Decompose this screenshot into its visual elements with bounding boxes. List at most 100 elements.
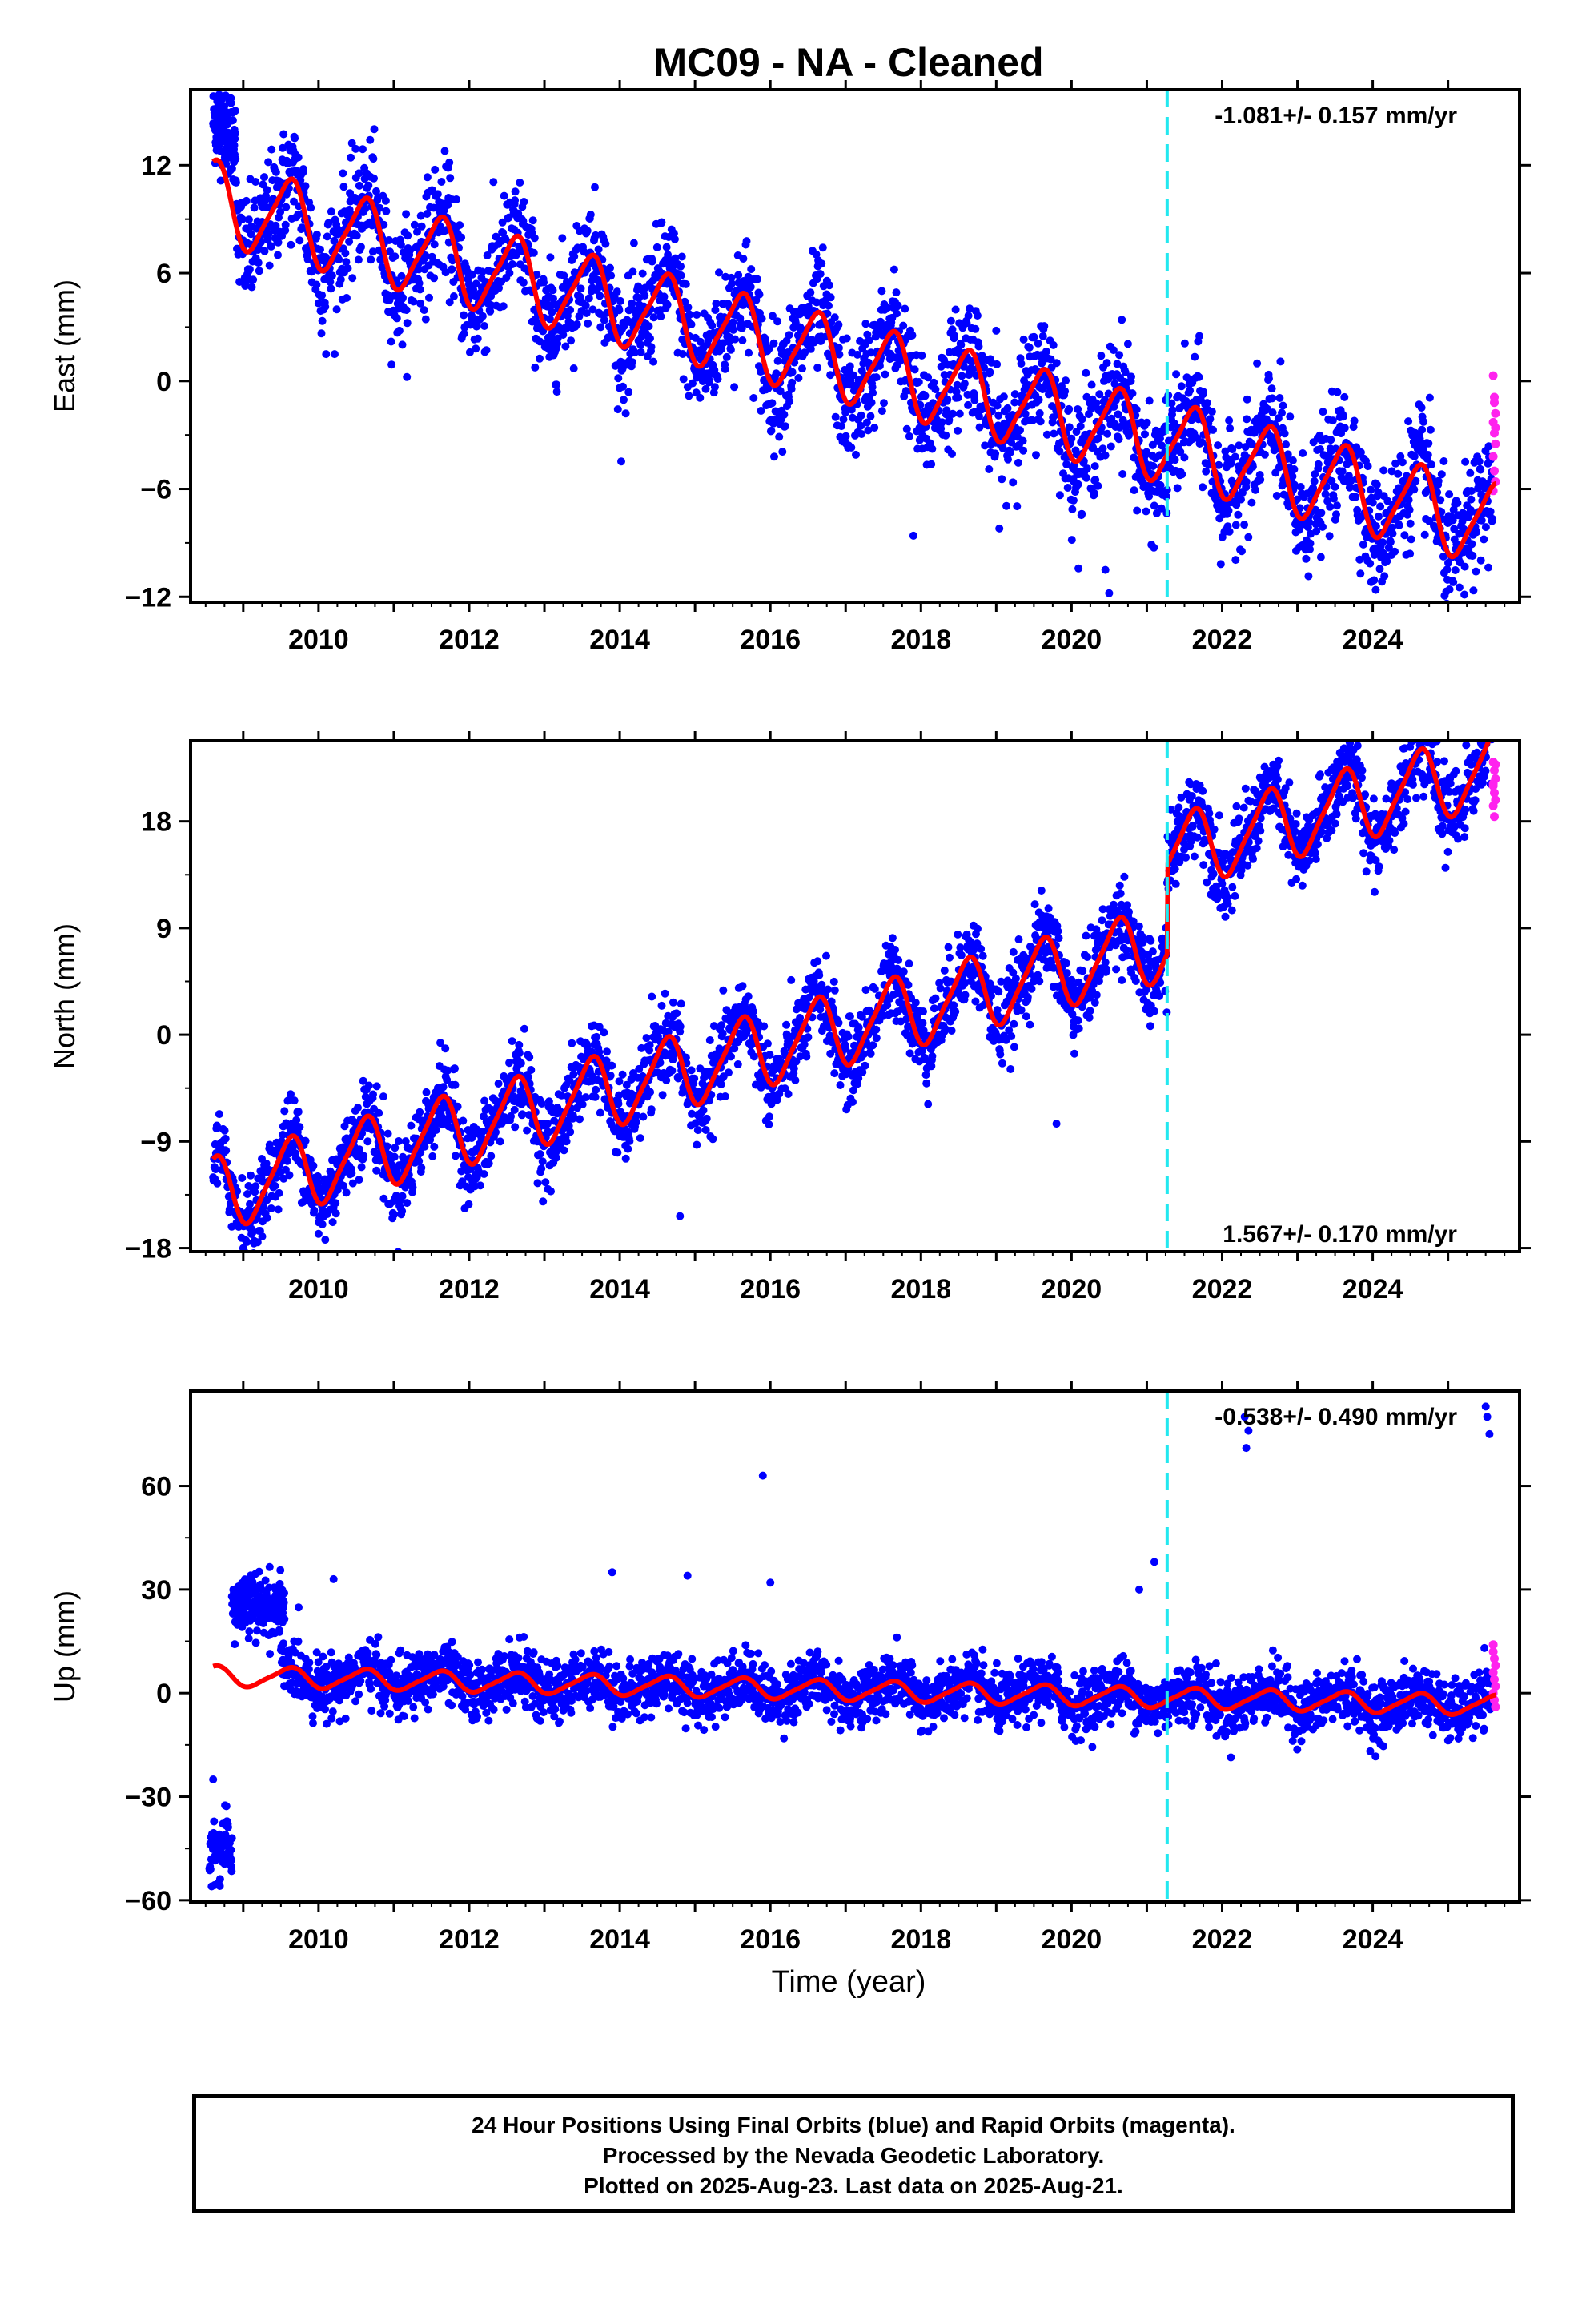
east-point bbox=[780, 410, 789, 419]
north-point bbox=[452, 1152, 460, 1160]
east-point bbox=[244, 215, 253, 224]
east-point bbox=[629, 239, 638, 247]
north-point bbox=[487, 1152, 496, 1160]
east-point bbox=[1443, 565, 1452, 574]
east-point bbox=[1172, 370, 1181, 379]
east-point bbox=[301, 182, 310, 191]
east-point bbox=[866, 412, 875, 420]
east-point bbox=[1247, 498, 1256, 507]
east-point bbox=[1340, 392, 1349, 401]
east-point bbox=[1371, 585, 1380, 594]
east-point bbox=[613, 405, 622, 414]
east-point bbox=[739, 255, 748, 263]
east-point bbox=[1177, 382, 1186, 391]
east-point bbox=[299, 165, 307, 174]
east-point bbox=[1178, 470, 1186, 479]
east-point bbox=[1356, 448, 1365, 456]
east-point bbox=[638, 269, 647, 278]
north-point bbox=[401, 1137, 410, 1146]
east-point bbox=[1243, 395, 1251, 404]
east-point bbox=[1017, 360, 1026, 368]
north-point bbox=[702, 1114, 711, 1123]
east-point bbox=[1367, 485, 1375, 494]
east-point bbox=[354, 255, 363, 264]
east-point bbox=[1312, 527, 1321, 536]
east-point bbox=[1128, 389, 1137, 398]
east-point bbox=[849, 371, 857, 380]
east-point bbox=[852, 450, 860, 459]
east-point bbox=[826, 371, 835, 380]
east-point bbox=[480, 322, 488, 330]
east-point bbox=[1156, 434, 1164, 443]
east-point bbox=[247, 230, 255, 239]
east-point bbox=[1439, 457, 1448, 465]
east-point bbox=[409, 297, 418, 306]
north-point bbox=[279, 1131, 287, 1139]
east-point bbox=[1030, 332, 1038, 341]
east-point bbox=[445, 158, 454, 167]
north-point bbox=[379, 1194, 388, 1203]
east-point bbox=[366, 135, 375, 144]
east-point bbox=[663, 300, 672, 309]
north-point bbox=[407, 1121, 416, 1130]
east-point bbox=[1282, 440, 1291, 448]
east-point bbox=[372, 187, 380, 195]
east-point bbox=[1013, 502, 1022, 511]
east-point bbox=[1472, 528, 1481, 537]
east-point bbox=[342, 258, 351, 267]
east-point bbox=[1214, 441, 1223, 450]
east-point bbox=[1333, 501, 1341, 510]
north-point bbox=[613, 1148, 622, 1157]
east-point bbox=[1186, 386, 1195, 395]
east-point bbox=[880, 399, 888, 408]
east-point bbox=[1082, 464, 1091, 473]
north-point bbox=[699, 1106, 708, 1115]
east-point bbox=[1016, 426, 1024, 435]
east-point bbox=[685, 310, 694, 319]
east-point bbox=[787, 384, 796, 393]
east-point bbox=[1062, 376, 1070, 385]
north-point bbox=[608, 1061, 616, 1070]
east-point bbox=[946, 316, 955, 325]
east-point bbox=[1279, 401, 1287, 410]
north-point bbox=[364, 1081, 373, 1090]
east-point bbox=[1206, 415, 1215, 424]
east-point bbox=[813, 364, 822, 372]
east-point bbox=[263, 186, 271, 195]
east-point bbox=[1329, 494, 1338, 503]
east-point bbox=[966, 304, 974, 313]
east-point bbox=[375, 203, 384, 212]
east-point bbox=[1468, 551, 1477, 560]
east-point bbox=[985, 465, 994, 473]
north-point bbox=[544, 1128, 552, 1136]
east-point bbox=[1078, 415, 1086, 424]
east-point bbox=[343, 294, 351, 302]
east-point bbox=[1333, 388, 1342, 396]
north-point bbox=[283, 1156, 291, 1165]
east-point bbox=[1014, 458, 1022, 467]
north-point bbox=[213, 1179, 222, 1188]
north-point bbox=[673, 1009, 681, 1018]
east-point bbox=[893, 301, 902, 310]
east-point bbox=[530, 234, 539, 243]
east-point bbox=[993, 401, 1002, 410]
east-point bbox=[937, 424, 946, 433]
east-point bbox=[492, 232, 500, 241]
north-point bbox=[547, 1187, 555, 1196]
east-point bbox=[1423, 451, 1432, 459]
east-point bbox=[449, 292, 458, 300]
north-point bbox=[765, 1120, 773, 1128]
east-point bbox=[584, 294, 593, 303]
east-point bbox=[747, 265, 756, 274]
east-point bbox=[1451, 566, 1460, 574]
east-point bbox=[867, 348, 875, 357]
east-point bbox=[330, 236, 339, 245]
east-point bbox=[1268, 408, 1277, 417]
east-point bbox=[403, 319, 412, 328]
east-point bbox=[1434, 476, 1443, 485]
east-point bbox=[734, 271, 743, 279]
east-point bbox=[1467, 495, 1476, 504]
east-point bbox=[317, 329, 326, 338]
east-point bbox=[1002, 501, 1010, 510]
north-point bbox=[294, 1108, 303, 1116]
